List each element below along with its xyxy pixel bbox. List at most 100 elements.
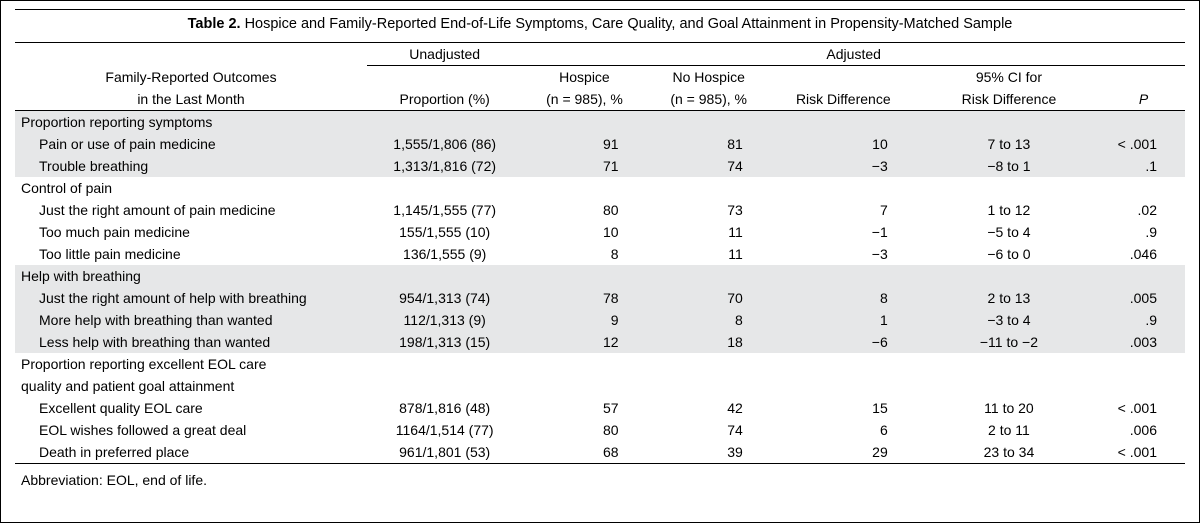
cell-hospice: 78 <box>522 287 646 309</box>
cell-proportion: 878/1,816 (48) <box>367 397 522 419</box>
hdr-ci-l1: 95% CI for <box>916 66 1102 89</box>
cell-hospice: 68 <box>522 441 646 464</box>
cell-riskdiff: −6 <box>771 331 916 353</box>
cell-ci: −3 to 4 <box>916 309 1102 331</box>
row-label: More help with breathing than wanted <box>15 309 367 331</box>
cell-nohospice: 73 <box>647 199 771 221</box>
cell-riskdiff: −3 <box>771 155 916 177</box>
table-caption: Hospice and Family-Reported End-of-Life … <box>241 16 1013 32</box>
cell-nohospice: 39 <box>647 441 771 464</box>
row-label: Death in preferred place <box>15 441 367 464</box>
section-header-line2: quality and patient goal attainment <box>15 375 367 397</box>
cell-ci: −5 to 4 <box>916 221 1102 243</box>
cell-hospice: 9 <box>522 309 646 331</box>
cell-ci: 2 to 11 <box>916 419 1102 441</box>
cell-nohospice: 42 <box>647 397 771 419</box>
table-head: Unadjusted Adjusted Family-Reported Outc… <box>15 43 1185 111</box>
cell-ci: −11 to −2 <box>916 331 1102 353</box>
hdr-nohospice-l2: (n = 985), % <box>647 88 771 111</box>
table-row: Too much pain medicine155/1,555 (10)1011… <box>15 221 1185 243</box>
row-label: Too much pain medicine <box>15 221 367 243</box>
cell-proportion: 136/1,555 (9) <box>367 243 522 265</box>
cell-ci: 7 to 13 <box>916 133 1102 155</box>
cell-hospice: 80 <box>522 199 646 221</box>
cell-nohospice: 18 <box>647 331 771 353</box>
table-row: Just the right amount of help with breat… <box>15 287 1185 309</box>
cell-p: .003 <box>1102 331 1185 353</box>
hdr-hospice-l2: (n = 985), % <box>522 88 646 111</box>
abbreviation-note: Abbreviation: EOL, end of life. <box>15 464 1185 492</box>
hdr-hospice-l1: Hospice <box>522 66 646 89</box>
cell-proportion: 155/1,555 (10) <box>367 221 522 243</box>
cell-riskdiff: 15 <box>771 397 916 419</box>
cell-nohospice: 11 <box>647 221 771 243</box>
cell-ci: −8 to 1 <box>916 155 1102 177</box>
row-label: Just the right amount of pain medicine <box>15 199 367 221</box>
cell-riskdiff: 8 <box>771 287 916 309</box>
cell-proportion: 1,555/1,806 (86) <box>367 133 522 155</box>
cell-p: .1 <box>1102 155 1185 177</box>
cell-ci: 1 to 12 <box>916 199 1102 221</box>
cell-p: .006 <box>1102 419 1185 441</box>
row-label: EOL wishes followed a great deal <box>15 419 367 441</box>
cell-riskdiff: 7 <box>771 199 916 221</box>
cell-p: < .001 <box>1102 441 1185 464</box>
table-body: Proportion reporting symptomsPain or use… <box>15 111 1185 464</box>
cell-ci: 2 to 13 <box>916 287 1102 309</box>
cell-hospice: 57 <box>522 397 646 419</box>
row-label: Just the right amount of help with breat… <box>15 287 367 309</box>
cell-riskdiff: −1 <box>771 221 916 243</box>
hdr-outcome-l2: in the Last Month <box>15 88 367 111</box>
row-label: Less help with breathing than wanted <box>15 331 367 353</box>
cell-hospice: 71 <box>522 155 646 177</box>
cell-riskdiff: 6 <box>771 419 916 441</box>
table-row: Excellent quality EOL care878/1,816 (48)… <box>15 397 1185 419</box>
cell-riskdiff: 1 <box>771 309 916 331</box>
cell-nohospice: 70 <box>647 287 771 309</box>
section-header: Control of pain <box>15 177 367 199</box>
section-header: Proportion reporting excellent EOL care <box>15 353 367 375</box>
table-number: Table 2. <box>188 16 241 32</box>
table-row: Pain or use of pain medicine1,555/1,806 … <box>15 133 1185 155</box>
hdr-ci-l2: Risk Difference <box>916 88 1102 111</box>
cell-nohospice: 11 <box>647 243 771 265</box>
hdr-adjusted: Adjusted <box>522 43 1185 66</box>
table-row: Too little pain medicine136/1,555 (9)811… <box>15 243 1185 265</box>
hdr-outcome-l1: Family-Reported Outcomes <box>15 66 367 89</box>
row-label: Too little pain medicine <box>15 243 367 265</box>
cell-proportion: 112/1,313 (9) <box>367 309 522 331</box>
cell-p: .9 <box>1102 309 1185 331</box>
cell-p: < .001 <box>1102 133 1185 155</box>
cell-riskdiff: 10 <box>771 133 916 155</box>
table-row: Less help with breathing than wanted198/… <box>15 331 1185 353</box>
cell-p: < .001 <box>1102 397 1185 419</box>
row-label: Pain or use of pain medicine <box>15 133 367 155</box>
cell-ci: 11 to 20 <box>916 397 1102 419</box>
cell-nohospice: 8 <box>647 309 771 331</box>
table-row: Trouble breathing1,313/1,816 (72)7174−3−… <box>15 155 1185 177</box>
cell-riskdiff: −3 <box>771 243 916 265</box>
table-row: More help with breathing than wanted112/… <box>15 309 1185 331</box>
cell-hospice: 91 <box>522 133 646 155</box>
cell-proportion: 1,313/1,816 (72) <box>367 155 522 177</box>
cell-riskdiff: 29 <box>771 441 916 464</box>
cell-hospice: 80 <box>522 419 646 441</box>
table-row: Death in preferred place961/1,801 (53)68… <box>15 441 1185 464</box>
cell-hospice: 10 <box>522 221 646 243</box>
hdr-proportion: Proportion (%) <box>367 88 522 111</box>
hdr-unadjusted: Unadjusted <box>367 43 522 66</box>
cell-proportion: 198/1,313 (15) <box>367 331 522 353</box>
data-table: Unadjusted Adjusted Family-Reported Outc… <box>15 42 1185 464</box>
cell-p: .005 <box>1102 287 1185 309</box>
cell-nohospice: 74 <box>647 419 771 441</box>
hdr-nohospice-l1: No Hospice <box>647 66 771 89</box>
section-header: Proportion reporting symptoms <box>15 111 367 134</box>
cell-ci: −6 to 0 <box>916 243 1102 265</box>
cell-p: .9 <box>1102 221 1185 243</box>
cell-proportion: 954/1,313 (74) <box>367 287 522 309</box>
section-header: Help with breathing <box>15 265 367 287</box>
table-title: Table 2. Hospice and Family-Reported End… <box>15 9 1185 42</box>
cell-nohospice: 81 <box>647 133 771 155</box>
cell-proportion: 961/1,801 (53) <box>367 441 522 464</box>
cell-proportion: 1164/1,514 (77) <box>367 419 522 441</box>
